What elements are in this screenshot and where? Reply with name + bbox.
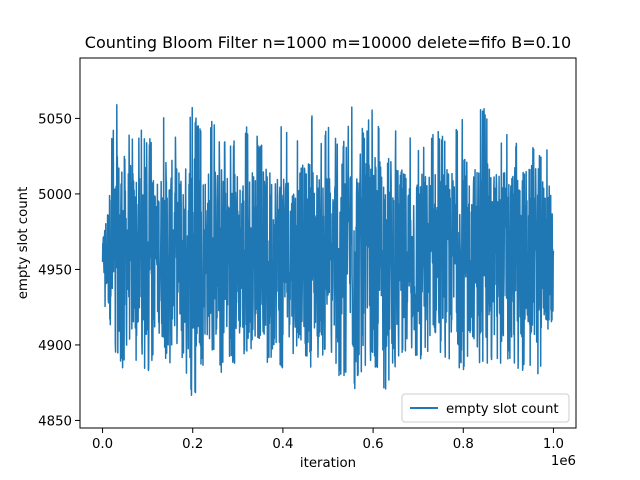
y-tick-label: 5050 — [38, 112, 72, 127]
legend-label: empty slot count — [446, 402, 559, 417]
plot-frame — [79, 57, 577, 429]
plot-area — [101, 104, 555, 397]
y-axis-ticks: 4850 4900 4950 5000 5050 — [38, 112, 80, 429]
y-tick-label: 4850 — [38, 414, 72, 429]
y-tick-label: 4900 — [38, 339, 72, 354]
x-tick-label: 0.6 — [363, 437, 384, 452]
legend-box — [401, 393, 570, 423]
y-tick-label: 4950 — [38, 263, 72, 278]
y-axis-label: empty slot count — [16, 187, 31, 300]
x-tick-label: 0.0 — [92, 437, 113, 452]
x-tick-label: 0.8 — [453, 437, 474, 452]
x-axis-label: iteration — [300, 456, 356, 471]
x-tick-label: 0.2 — [182, 437, 203, 452]
x-axis-ticks: 0.0 0.2 0.4 0.6 0.8 1.0 — [92, 428, 564, 452]
y-tick-label: 5000 — [38, 188, 72, 203]
x-tick-label: 0.4 — [272, 437, 293, 452]
x-tick-label: 1.0 — [543, 437, 564, 452]
chart-title: Counting Bloom Filter n=1000 m=10000 del… — [85, 33, 571, 52]
legend: empty slot count — [401, 393, 570, 423]
x-axis-offset-label: 1e6 — [551, 454, 576, 469]
series-line-empty-slot-count — [101, 104, 555, 397]
